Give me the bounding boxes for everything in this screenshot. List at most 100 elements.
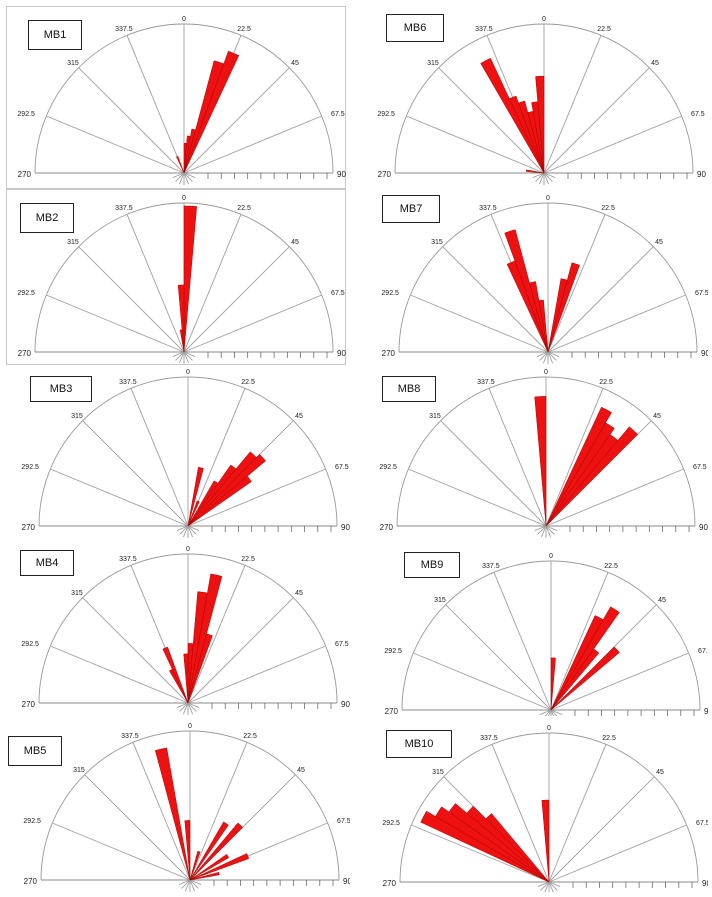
angle-label: 67.5 — [331, 111, 345, 118]
dial-spoke — [550, 652, 689, 711]
rose-petal — [183, 50, 240, 174]
angle-label: 22.5 — [597, 26, 611, 33]
rose-panel-mb9: 270 292.5 315 337.5 0 22.5 45 67.5 90 MB9 — [360, 540, 708, 716]
dial-spoke — [82, 420, 189, 527]
dial-spoke — [126, 214, 185, 353]
angle-label: 90 — [341, 523, 350, 532]
center-stub — [543, 172, 550, 185]
angle-label: 315 — [71, 590, 83, 597]
rose-petal — [183, 653, 189, 704]
center-stub — [545, 525, 555, 535]
rose-petal — [179, 329, 185, 353]
angle-label: 45 — [295, 590, 303, 597]
angle-label: 22.5 — [599, 379, 613, 386]
dial-spoke — [183, 67, 290, 174]
rose-petal — [509, 95, 545, 174]
angle-label: 337.5 — [479, 205, 497, 212]
angle-label: 315 — [67, 60, 79, 67]
angle-label: 90 — [699, 523, 708, 532]
center-stub — [178, 351, 185, 364]
dial-spoke — [187, 468, 326, 527]
angle-label: 0 — [186, 369, 190, 376]
angle-label: 270 — [383, 879, 397, 888]
rose-petal — [534, 396, 547, 527]
dial-spoke — [548, 824, 687, 883]
dial-spoke — [408, 468, 547, 527]
rose-petal — [525, 169, 545, 174]
angle-label: 292.5 — [17, 290, 35, 297]
panel-title: MB8 — [382, 376, 436, 402]
angle-label: 292.5 — [21, 464, 39, 471]
dial-spoke — [82, 597, 189, 704]
angle-label: 90 — [343, 877, 350, 886]
rose-petal — [187, 500, 200, 527]
dial-spoke — [183, 246, 290, 353]
center-stub — [535, 172, 545, 182]
panel-title: MB10 — [386, 730, 452, 758]
center-stub — [187, 702, 197, 712]
angle-label: 0 — [542, 16, 546, 23]
dial-spoke — [187, 565, 246, 704]
dial-spoke — [548, 776, 655, 883]
angle-label: 315 — [67, 239, 79, 246]
rose-petal — [545, 434, 619, 527]
dial-spoke — [183, 115, 322, 174]
rose-petal — [550, 646, 620, 711]
angle-label: 292.5 — [17, 111, 35, 118]
center-stub — [542, 351, 549, 364]
rose-diagram-svg: 270 292.5 315 337.5 0 22.5 45 67.5 90 — [6, 6, 346, 189]
rose-petal — [550, 606, 620, 711]
angle-label: 45 — [658, 597, 666, 604]
rose-panel-mb2: 270 292.5 315 337.5 0 22.5 45 67.5 90 MB2 — [6, 189, 346, 365]
dial-spoke — [78, 67, 185, 174]
angle-label: 292.5 — [382, 820, 400, 827]
rose-petal — [189, 850, 201, 881]
center-stub — [543, 172, 553, 182]
rose-petal — [504, 229, 549, 353]
rose-petal — [420, 810, 550, 883]
angle-label: 45 — [291, 239, 299, 246]
angle-label: 45 — [291, 60, 299, 67]
rose-panel-mb3: 270 292.5 315 337.5 0 22.5 45 67.5 90 MB3 — [4, 366, 350, 540]
center-stub — [536, 351, 549, 358]
rose-petal — [189, 822, 244, 881]
angle-label: 22.5 — [602, 735, 616, 742]
angle-label: 45 — [655, 239, 663, 246]
angle-label: 337.5 — [115, 205, 133, 212]
center-stub — [540, 881, 550, 891]
angle-label: 337.5 — [119, 556, 137, 563]
dial-spoke — [545, 468, 684, 527]
rose-petal — [189, 854, 230, 881]
center-stub — [172, 172, 185, 179]
rose-diagram-svg: 270 292.5 315 337.5 0 22.5 45 67.5 90 — [6, 189, 346, 365]
angle-label: 270 — [22, 523, 36, 532]
center-stub — [532, 172, 545, 179]
dial-spoke — [547, 294, 686, 353]
dial-spoke — [543, 67, 650, 174]
angle-label: 90 — [702, 879, 708, 888]
rose-petal — [545, 406, 612, 527]
rose-petal — [154, 747, 191, 881]
angle-label: 67.5 — [335, 641, 349, 648]
rose-petal — [187, 454, 266, 527]
angle-label: 67.5 — [696, 820, 708, 827]
angle-label: 0 — [188, 723, 192, 730]
center-stub — [179, 525, 189, 535]
angle-label: 0 — [182, 195, 186, 202]
rose-petal — [529, 281, 549, 353]
rose-petal — [187, 467, 204, 527]
center-stub — [182, 525, 189, 538]
rose-petal — [545, 426, 639, 527]
center-stub — [189, 879, 199, 889]
dial-spoke — [493, 572, 552, 711]
panel-frame — [6, 6, 346, 189]
dial-spoke — [440, 420, 547, 527]
rose-diagram-svg: 270 292.5 315 337.5 0 22.5 45 67.5 90 — [382, 725, 708, 892]
center-stub — [182, 702, 189, 715]
panel-title: MB6 — [386, 14, 444, 42]
rose-petal — [189, 871, 220, 881]
rose-petal — [538, 299, 549, 353]
center-stub — [544, 709, 552, 716]
panel-title: MB2 — [20, 203, 74, 233]
angle-label: 337.5 — [480, 735, 498, 742]
